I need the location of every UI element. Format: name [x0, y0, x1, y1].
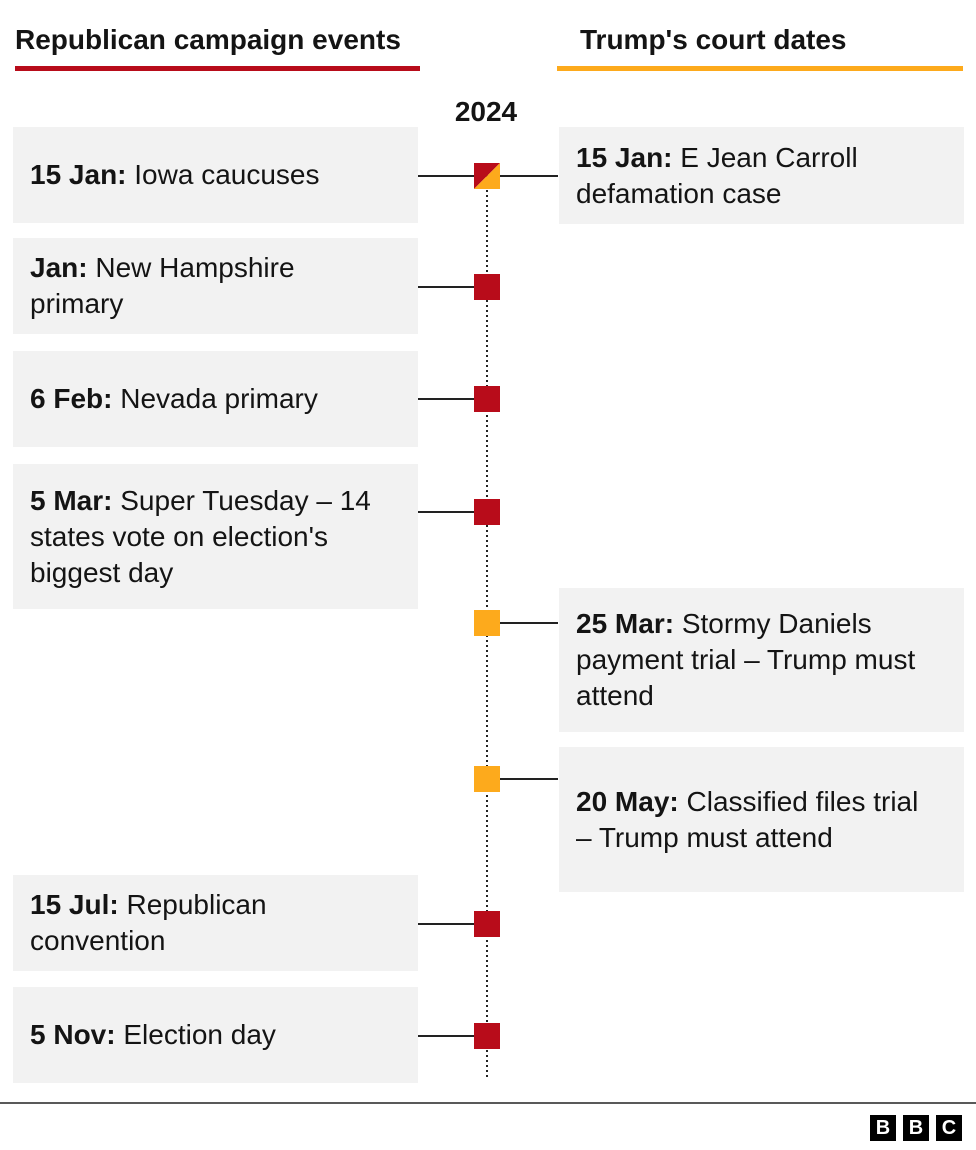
event-card: Jan: New Hampshire primary: [13, 238, 418, 334]
event-description: New Hampshire primary: [30, 252, 295, 319]
bbc-logo-letter: B: [870, 1115, 896, 1141]
left-heading: Republican campaign events: [15, 24, 401, 55]
event-description: Classified files trial – Trump must atte…: [576, 785, 919, 853]
event-card: 15 Jan: E Jean Carroll defamation case: [559, 127, 964, 224]
event-card: 15 Jul: Republican convention: [13, 875, 418, 971]
event-description: Super Tuesday – 14 states vote on electi…: [30, 484, 371, 588]
event-description: Republican convention: [30, 889, 267, 956]
event-text: Jan: New Hampshire primary: [30, 250, 380, 322]
event-date: 15 Jan:: [576, 141, 673, 173]
year: 2024: [454, 96, 518, 127]
right-heading: Trump's court dates: [580, 24, 847, 55]
event-text: 25 Mar: Stormy Daniels payment trial – T…: [576, 606, 926, 714]
event-date: 25 Mar:: [576, 608, 675, 639]
bbc-logo-letter: B: [903, 1115, 929, 1141]
marker: [474, 610, 500, 636]
event-text: 6 Feb: Nevada primary: [30, 381, 318, 417]
event-description: Stormy Daniels payment trial – Trump mus…: [576, 608, 916, 711]
marker: [474, 911, 500, 937]
marker: [474, 274, 500, 300]
event-card: 5 Nov: Election day: [13, 987, 418, 1083]
event-description: E Jean Carroll defamation case: [576, 141, 858, 209]
event-card: 25 Mar: Stormy Daniels payment trial – T…: [559, 588, 964, 732]
event-date: 15 Jul:: [30, 889, 119, 920]
event-date: 15 Jan:: [30, 159, 127, 190]
event-description: Election day: [123, 1019, 276, 1050]
event-date: 20 May:: [576, 785, 679, 817]
marker: [474, 499, 500, 525]
event-text: 20 May: Classified files trial – Trump m…: [576, 784, 926, 856]
event-description: Nevada primary: [120, 383, 318, 414]
event-card: 5 Mar: Super Tuesday – 14 states vote on…: [13, 464, 418, 609]
event-date: 5 Mar:: [30, 484, 113, 516]
marker: [474, 766, 500, 792]
event-text: 15 Jul: Republican convention: [30, 887, 380, 959]
event-date: Jan:: [30, 252, 88, 283]
bbc-logo-letter: C: [936, 1115, 962, 1141]
event-card: 6 Feb: Nevada primary: [13, 351, 418, 447]
event-date: 6 Feb:: [30, 383, 113, 414]
event-text: 5 Nov: Election day: [30, 1017, 276, 1053]
left-rule: [15, 66, 420, 71]
marker-shared-orange: [474, 163, 500, 189]
marker: [474, 386, 500, 412]
event-card: 15 Jan: Iowa caucuses: [13, 127, 418, 223]
marker: [474, 1023, 500, 1049]
event-card: 20 May: Classified files trial – Trump m…: [559, 747, 964, 892]
event-date: 5 Nov:: [30, 1019, 116, 1050]
right-rule: [557, 66, 963, 71]
event-description: Iowa caucuses: [134, 159, 320, 190]
event-text: 15 Jan: E Jean Carroll defamation case: [576, 140, 926, 212]
event-text: 15 Jan: Iowa caucuses: [30, 157, 320, 193]
event-text: 5 Mar: Super Tuesday – 14 states vote on…: [30, 483, 380, 591]
